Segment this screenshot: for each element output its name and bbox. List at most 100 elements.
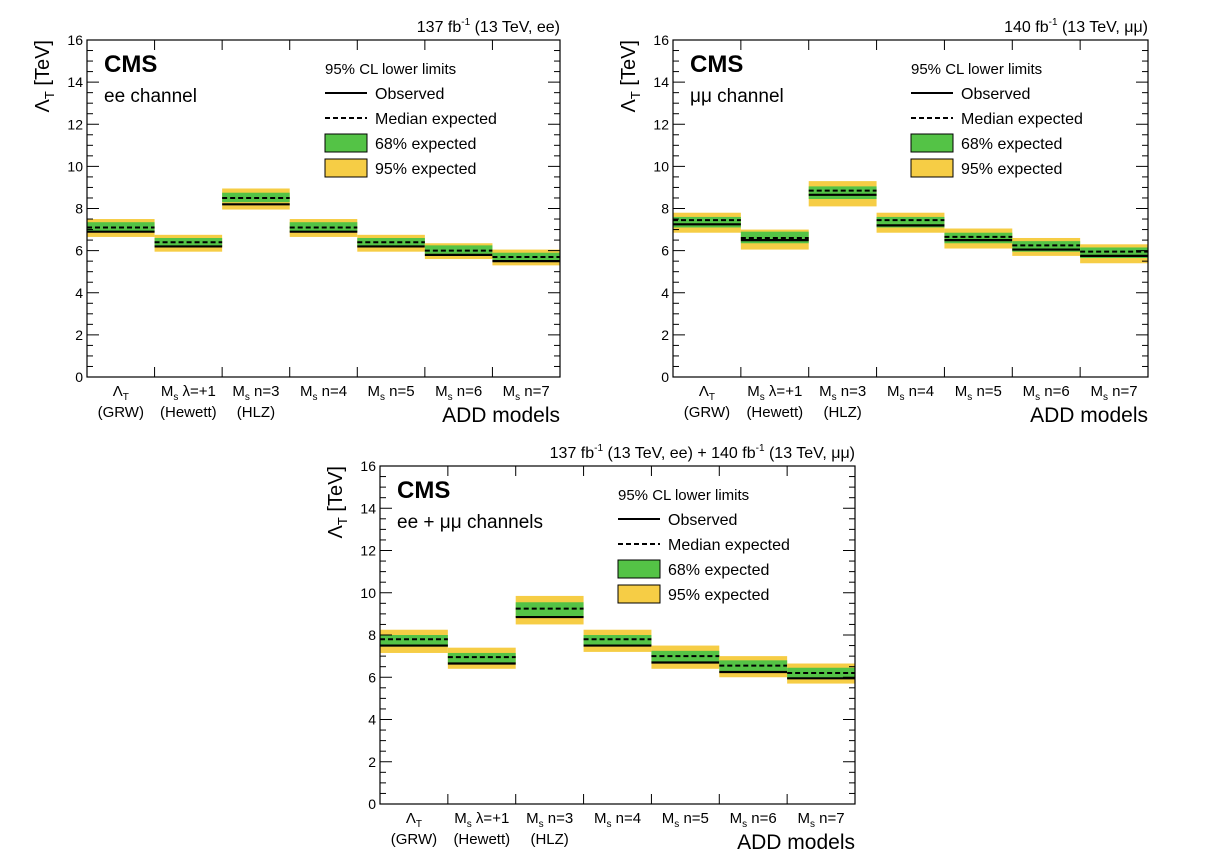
category-label-6: Ms n=6 xyxy=(435,383,482,403)
channel-label: ee channel xyxy=(104,86,197,107)
band68-1 xyxy=(673,216,741,228)
y-axis-title: ΛT [TeV] xyxy=(32,40,57,112)
category-label-7: Ms n=7 xyxy=(1091,383,1138,403)
category-label-1: ΛT xyxy=(406,810,422,830)
legend-title: 95% CL lower limits xyxy=(325,61,456,78)
legend-observed-label: Observed xyxy=(375,86,444,103)
y-tick-label: 8 xyxy=(661,201,669,217)
x-axis-title: ADD models xyxy=(442,404,560,427)
band68-6 xyxy=(424,245,493,254)
y-axis-title: ΛT [TeV] xyxy=(618,40,643,112)
y-tick-label: 6 xyxy=(75,243,83,259)
y-tick-label: 12 xyxy=(653,116,669,132)
y-tick-label: 6 xyxy=(368,669,376,685)
x-axis-title: ADD models xyxy=(737,831,855,854)
y-tick-label: 4 xyxy=(368,712,376,728)
legend-band95-swatch xyxy=(617,584,661,604)
y-tick-label: 10 xyxy=(67,158,83,174)
category-sublabel-2: (Hewett) xyxy=(453,831,510,848)
category-sublabel-2: (Hewett) xyxy=(746,404,803,421)
category-label-6: Ms n=6 xyxy=(730,810,777,830)
legend-title: 95% CL lower limits xyxy=(618,487,749,504)
category-label-2: Ms λ=+1 xyxy=(747,383,802,403)
y-tick-label: 0 xyxy=(368,796,376,812)
y-tick-label: 10 xyxy=(653,158,669,174)
legend-band68-swatch xyxy=(910,133,954,153)
legend-band68-label: 68% expected xyxy=(961,136,1062,153)
y-tick-label: 14 xyxy=(653,74,669,90)
category-label-2: Ms λ=+1 xyxy=(161,383,216,403)
category-label-3: Ms n=3 xyxy=(526,810,573,830)
chart-panel-3: 0 2 4 6 8 10 12 14 16 ΛT(GRW) Ms λ=+1(Hewett) Ms n=… xyxy=(325,443,856,854)
y-tick-label: 2 xyxy=(368,754,376,770)
channel-label: ee + μμ channels xyxy=(397,512,543,533)
category-label-7: Ms n=7 xyxy=(503,383,550,403)
band68-4 xyxy=(876,216,945,228)
band68-3 xyxy=(808,186,877,200)
category-sublabel-3: (HLZ) xyxy=(823,404,861,421)
y-tick-label: 16 xyxy=(653,32,669,48)
legend-median-label: Median expected xyxy=(961,111,1083,128)
y-tick-label: 10 xyxy=(360,585,376,601)
y-axis-title: ΛT [TeV] xyxy=(325,466,350,538)
legend-band95-label: 95% expected xyxy=(961,161,1062,178)
category-sublabel-3: (HLZ) xyxy=(530,831,568,848)
y-tick-label: 2 xyxy=(75,327,83,343)
category-label-4: Ms n=4 xyxy=(300,383,347,403)
legend-observed-label: Observed xyxy=(961,86,1030,103)
category-label-1: ΛT xyxy=(699,383,715,403)
y-tick-label: 4 xyxy=(75,285,83,301)
y-tick-label: 2 xyxy=(661,327,669,343)
experiment-label: CMS xyxy=(690,51,743,78)
category-label-4: Ms n=4 xyxy=(594,810,641,830)
legend-median-label: Median expected xyxy=(375,111,497,128)
category-label-3: Ms n=3 xyxy=(819,383,866,403)
y-tick-label: 0 xyxy=(661,369,669,385)
chart-panel-1: 0 2 4 6 8 10 12 14 16 ΛT(GRW) Ms λ=+1(Hewett) Ms n=… xyxy=(32,17,561,427)
experiment-label: CMS xyxy=(397,477,450,504)
legend-observed-label: Observed xyxy=(668,512,737,529)
legend-band95-swatch xyxy=(910,158,954,178)
y-tick-label: 16 xyxy=(67,32,83,48)
y-tick-label: 8 xyxy=(368,627,376,643)
lumi-label: 137 fb-1 (13 TeV, ee) + 140 fb-1 (13 TeV… xyxy=(550,443,855,462)
legend-band95-swatch xyxy=(324,158,368,178)
y-tick-label: 16 xyxy=(360,458,376,474)
category-label-5: Ms n=5 xyxy=(955,383,1002,403)
category-sublabel-2: (Hewett) xyxy=(160,404,217,421)
category-label-1: ΛT xyxy=(113,383,129,403)
category-label-3: Ms n=3 xyxy=(232,383,279,403)
category-sublabel-1: (GRW) xyxy=(684,404,730,421)
y-tick-label: 14 xyxy=(360,500,376,516)
channel-label: μμ channel xyxy=(690,86,784,107)
category-label-4: Ms n=4 xyxy=(887,383,934,403)
y-tick-label: 0 xyxy=(75,369,83,385)
category-label-6: Ms n=6 xyxy=(1023,383,1070,403)
category-sublabel-1: (GRW) xyxy=(391,831,437,848)
category-label-2: Ms λ=+1 xyxy=(454,810,509,830)
legend-band95-label: 95% expected xyxy=(375,161,476,178)
chart-panel-2: 0 2 4 6 8 10 12 14 16 ΛT(GRW) Ms λ=+1(Hewett) Ms n=… xyxy=(618,17,1149,427)
lumi-label: 137 fb-1 (13 TeV, ee) xyxy=(417,17,560,36)
y-tick-label: 12 xyxy=(360,543,376,559)
band68-1 xyxy=(380,635,448,647)
category-label-7: Ms n=7 xyxy=(798,810,845,830)
legend-band68-swatch xyxy=(324,133,368,153)
legend-band68-label: 68% expected xyxy=(668,562,769,579)
y-tick-label: 4 xyxy=(661,285,669,301)
band68-5 xyxy=(944,232,1013,244)
y-tick-label: 8 xyxy=(75,201,83,217)
category-sublabel-3: (HLZ) xyxy=(237,404,275,421)
band68-7 xyxy=(1080,247,1148,258)
experiment-label: CMS xyxy=(104,51,157,78)
x-axis-title: ADD models xyxy=(1030,404,1148,427)
legend-median-label: Median expected xyxy=(668,537,790,554)
band68-6 xyxy=(1012,241,1081,252)
legend-band68-swatch xyxy=(617,559,661,579)
legend-title: 95% CL lower limits xyxy=(911,61,1042,78)
category-label-5: Ms n=5 xyxy=(368,383,415,403)
legend-band68-label: 68% expected xyxy=(375,136,476,153)
y-tick-label: 12 xyxy=(67,116,83,132)
band68-3 xyxy=(515,602,584,618)
